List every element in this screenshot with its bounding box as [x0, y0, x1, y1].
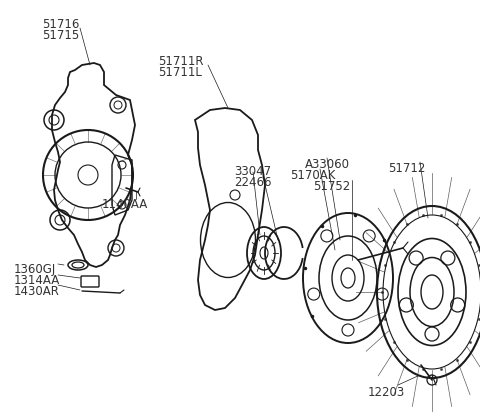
Text: 33047: 33047: [234, 165, 271, 178]
Text: 51715: 51715: [42, 29, 79, 42]
Text: 1314AA: 1314AA: [14, 274, 60, 287]
Text: 51716: 51716: [42, 18, 79, 31]
Text: 22466: 22466: [234, 176, 272, 189]
Text: 1430AR: 1430AR: [14, 285, 60, 298]
Text: 12203: 12203: [368, 386, 405, 399]
Text: 51711L: 51711L: [158, 66, 202, 79]
Text: 1140AA: 1140AA: [102, 198, 148, 211]
Text: 1360GJ: 1360GJ: [14, 263, 56, 276]
Text: 5170AK: 5170AK: [290, 169, 336, 182]
Text: A33060: A33060: [305, 158, 350, 171]
Text: 51711R: 51711R: [158, 55, 204, 68]
Text: 51712: 51712: [388, 162, 425, 175]
Text: 51752: 51752: [313, 180, 350, 193]
